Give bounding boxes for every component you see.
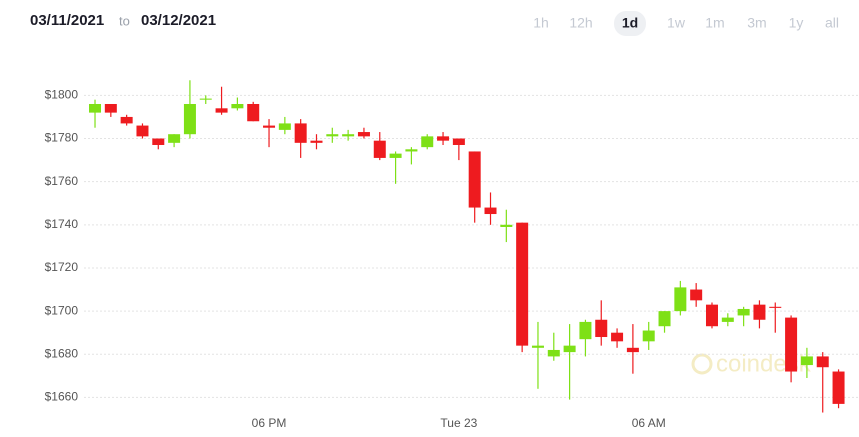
candle-body [516,222,529,346]
candle-body [832,371,845,404]
range-button[interactable]: 1y [789,15,804,31]
range-button[interactable]: 1d [622,15,638,31]
candle-body [753,304,766,320]
candle-body [547,349,560,357]
range-button[interactable]: 1w [667,15,686,31]
date-from: 03/11/2021 [30,12,104,29]
candle-body [579,321,592,340]
y-tick-label: $1740 [45,217,79,231]
candle-body [769,306,782,308]
watermark-icon [691,353,713,375]
candle-body [626,347,639,353]
plot: $1660 $1680 $1700 $1720 $1740 $1760 $1780 $1800… [45,80,859,430]
candle-body [800,356,813,366]
candle-body [310,140,323,143]
y-tick-label: $1800 [45,88,79,102]
range-button[interactable]: 12h [569,15,592,31]
candle-body [357,132,370,137]
y-tick-label: $1780 [45,131,79,145]
candle-body [785,317,798,372]
candle-body [405,149,418,152]
candle-body [421,136,434,148]
candle-body [468,151,481,208]
range-button[interactable]: 1m [705,15,724,31]
candle-body [263,125,276,128]
candle-body [342,134,355,137]
date-to-label: to [119,13,130,28]
x-tick-label: Tue 23 [440,416,477,430]
candle-body [484,207,497,215]
candle-body [816,356,829,368]
range-selected-bg [614,11,646,36]
candle-body [215,108,228,113]
range-buttons: 1h 12h 1d 1w 1m 3m 1y all [533,11,839,36]
candle-body [152,138,165,145]
candle-body [231,103,244,109]
range-button[interactable]: 3m [747,15,766,31]
y-tick-label: $1700 [45,303,79,317]
candle-body [452,138,465,145]
x-tick-label: 06 PM [252,416,287,430]
candle-body [658,311,671,327]
candle-body [611,332,624,342]
y-tick-label: $1760 [45,174,79,188]
range-button[interactable]: 1h [533,15,549,31]
candle-body [721,317,734,322]
candle-body [563,345,576,353]
candle-body [136,125,149,137]
candle-body [326,134,339,137]
candle-body [104,103,117,113]
candle-body [500,224,513,227]
candle-body [247,103,260,122]
candle-body [389,153,402,158]
candle-body [199,98,212,100]
candle-body [294,123,307,143]
candle-body [737,308,750,316]
candle-body [674,287,687,312]
candle-body [690,289,703,301]
candle-body [531,345,544,348]
candle-body [278,123,291,130]
x-tick-label: 06 AM [632,416,666,430]
date-to: 03/12/2021 [141,12,216,29]
candle-body [437,136,450,141]
y-tick-label: $1720 [45,260,79,274]
candle-body [642,330,655,342]
candle-body [120,116,133,124]
candle-body [595,319,608,338]
y-tick-label: $1660 [45,390,79,404]
candle-body [168,134,181,143]
candle-body [705,304,718,327]
y-tick-label: $1680 [45,346,79,360]
candle-body [183,103,196,135]
range-button[interactable]: all [825,15,839,31]
candle-body [373,140,386,158]
candle-body [89,103,102,113]
